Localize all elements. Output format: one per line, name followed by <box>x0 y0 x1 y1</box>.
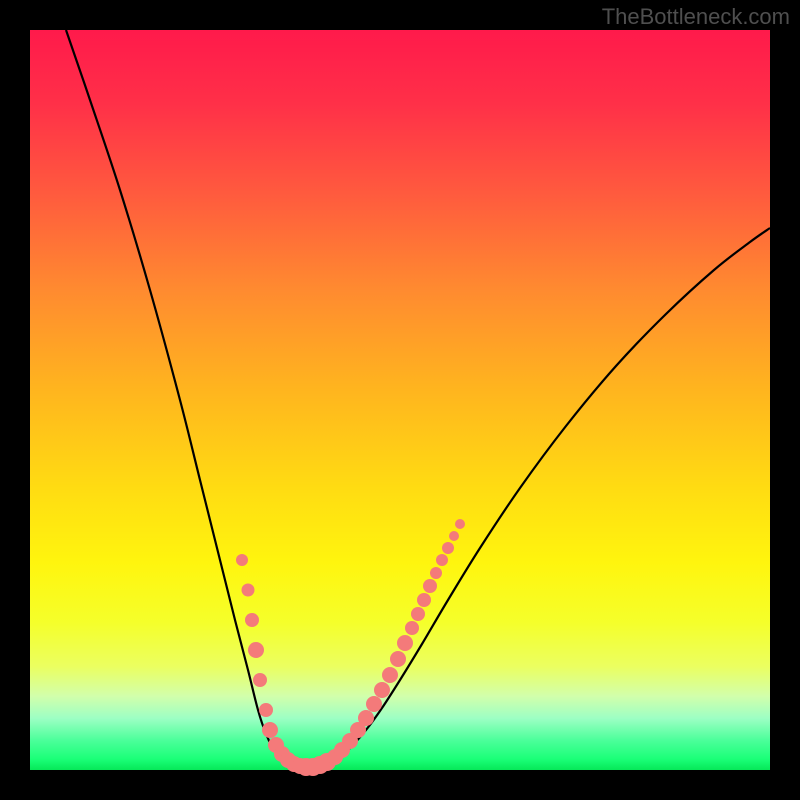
data-marker <box>417 593 431 607</box>
data-marker <box>374 682 390 698</box>
data-marker <box>442 542 454 554</box>
watermark-text: TheBottleneck.com <box>602 4 790 30</box>
data-marker <box>358 710 374 726</box>
plot-area <box>30 30 770 770</box>
data-marker <box>253 673 267 687</box>
data-marker <box>430 567 442 579</box>
data-marker <box>411 607 425 621</box>
data-marker <box>423 579 437 593</box>
data-marker <box>449 531 459 541</box>
data-marker <box>248 642 264 658</box>
data-marker <box>259 703 273 717</box>
data-marker <box>455 519 465 529</box>
data-marker <box>405 621 419 635</box>
chart-canvas: TheBottleneck.com <box>0 0 800 800</box>
data-marker <box>390 651 406 667</box>
curve-layer <box>30 30 770 770</box>
data-marker <box>397 635 413 651</box>
data-marker <box>236 554 248 566</box>
data-marker <box>245 613 259 627</box>
data-marker <box>436 554 448 566</box>
bottleneck-curve <box>66 30 770 769</box>
data-marker <box>262 722 278 738</box>
data-marker <box>242 584 255 597</box>
data-markers <box>236 519 465 776</box>
data-marker <box>382 667 398 683</box>
data-marker <box>366 696 382 712</box>
